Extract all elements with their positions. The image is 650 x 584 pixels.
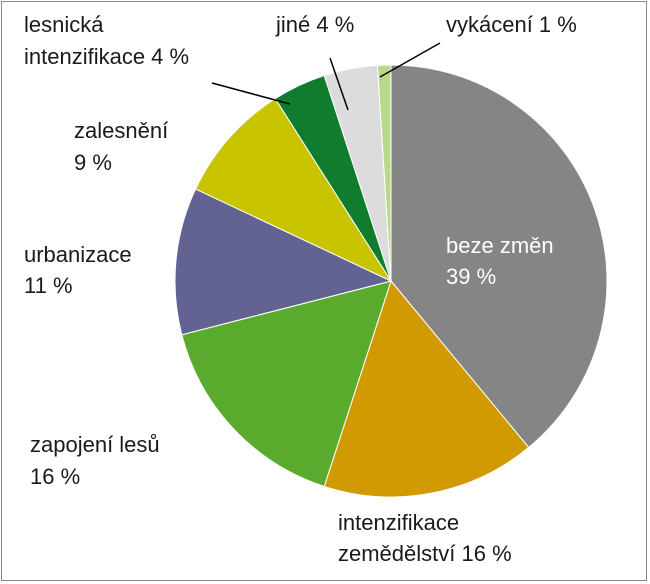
leader-line-lesnicka-intenzifikace (211, 82, 291, 105)
label-zalesneni: zalesnění 9 % (74, 118, 174, 175)
label-beze-zmen: beze změn 39 % (446, 233, 560, 289)
leader-line-vykaceni (379, 42, 441, 78)
label-intenzifikace-zemedelstvi: intenzifikace zemědělství 16 % (338, 510, 512, 566)
pie-slice-intenzifikace-zemedelstvi (323, 279, 530, 498)
label-jine: jiné 4 % (275, 12, 354, 37)
label-vykaceni: vykácení 1 % (446, 12, 577, 37)
pie-slice-zapojeni-lesu (181, 280, 392, 488)
label-lesnicka-intenzifikace: lesnická intenzifikace 4 % (24, 12, 189, 69)
leader-line-jine (329, 57, 349, 111)
pie-slice-urbanizace (174, 188, 393, 336)
pie-slice-vykaceni (376, 64, 392, 282)
pie-slice-beze-zmen (390, 64, 608, 449)
pie-slices (174, 64, 608, 498)
pie-slice-zalesneni (194, 97, 393, 283)
label-urbanizace: urbanizace 11 % (24, 242, 138, 298)
label-zapojeni-lesu: zapojení lesů 16 % (30, 432, 166, 489)
